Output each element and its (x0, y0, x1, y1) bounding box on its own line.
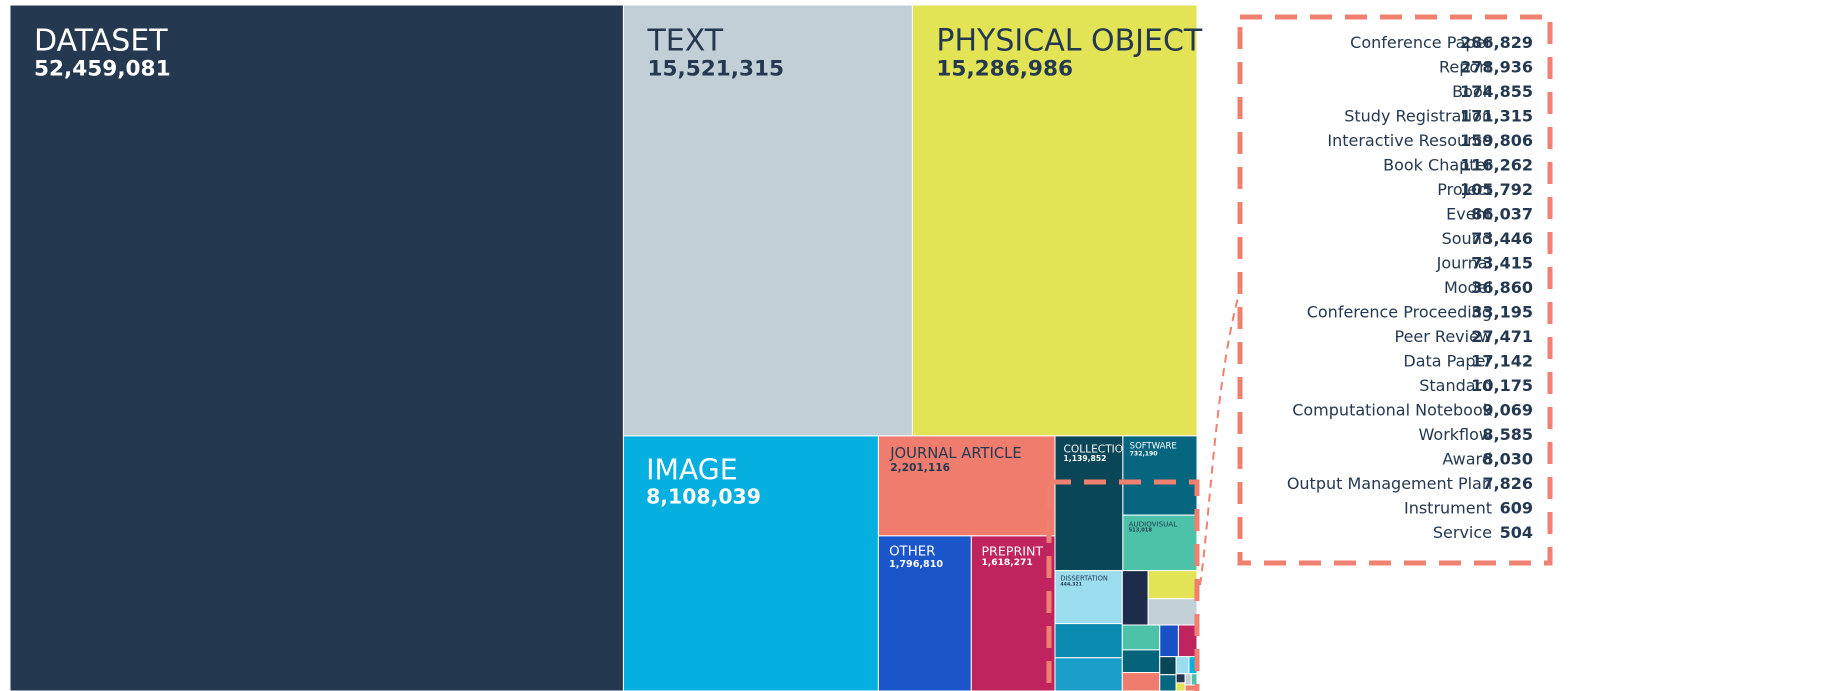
treemap-cell (1122, 514, 1198, 572)
treemap-cell (1147, 570, 1198, 600)
cell-label: COLLECTION (1064, 442, 1132, 455)
legend-label: Project (1437, 180, 1492, 199)
treemap-cell (1175, 673, 1186, 684)
legend-value: 286,829 (1460, 33, 1533, 52)
cell-value: 15,286,986 (936, 57, 1073, 82)
legend-value: 278,936 (1460, 58, 1533, 77)
cell-value: 2,201,116 (890, 461, 950, 474)
legend-label: Journal (1436, 254, 1492, 273)
legend-value: 17,142 (1471, 352, 1533, 371)
treemap-cell (622, 435, 879, 691)
treemap-cell (1054, 657, 1123, 691)
legend-label: Model (1444, 278, 1492, 297)
treemap-cell (1159, 624, 1179, 658)
legend-value: 116,262 (1460, 156, 1533, 175)
legend-label: Conference Proceeding (1307, 303, 1492, 322)
legend-label: Book (1452, 82, 1493, 101)
cell-label: SOFTWARE (1130, 441, 1177, 451)
treemap-cell (622, 4, 913, 437)
cell-label: OTHER (889, 544, 935, 559)
treemap-cell (1159, 656, 1177, 676)
legend-label: Workflow (1419, 425, 1492, 444)
treemap-cell (1175, 682, 1186, 691)
legend-value: 174,855 (1460, 82, 1533, 101)
legend-value: 8,585 (1482, 425, 1533, 444)
treemap-cell (1190, 673, 1198, 686)
cell-label: PREPRINT (981, 544, 1043, 559)
treemap-cell (1122, 435, 1198, 516)
cell-value: 513,018 (1129, 528, 1153, 534)
legend: Conference Paper286,829 Report278,936 Book… (1287, 33, 1533, 542)
legend-value: 33,195 (1471, 303, 1533, 322)
callout-line (1199, 289, 1241, 586)
treemap-cell (1121, 672, 1161, 691)
legend-value: 7,826 (1482, 474, 1533, 493)
legend-value: 9,069 (1482, 401, 1533, 420)
legend-label: Award (1442, 450, 1492, 469)
cell-value: 1,139,852 (1064, 454, 1107, 463)
legend-value: 27,471 (1471, 327, 1533, 346)
treemap-cell (1184, 673, 1192, 686)
cell-value: 52,459,081 (34, 57, 171, 82)
legend-label: Data Paper (1403, 352, 1492, 371)
cell-label: JOURNAL ARTICLE (889, 445, 1022, 462)
legend-label: Report (1439, 58, 1492, 77)
legend-label: Computational Notebook (1292, 401, 1493, 420)
legend-label: Service (1433, 523, 1492, 542)
treemap-cell (1121, 624, 1161, 651)
treemap-cell (1121, 649, 1161, 674)
cell-label: DISSERTATION (1060, 575, 1108, 583)
legend-label: Event (1446, 205, 1492, 224)
cell-value: 444,321 (1060, 581, 1082, 587)
legend-label: Sound (1442, 229, 1492, 248)
treemap-cell (1177, 624, 1198, 658)
treemap-cell (1147, 598, 1198, 626)
legend-value: 86,037 (1471, 205, 1533, 224)
cell-label: AUDIOVISUAL (1129, 519, 1178, 528)
treemap-cell (1054, 623, 1123, 659)
treemap-cell (1184, 684, 1197, 691)
cell-label: PHYSICAL OBJECT (936, 24, 1203, 59)
legend-label: Standard (1419, 376, 1492, 395)
legend-label: Instrument (1404, 499, 1492, 518)
treemap-cell (877, 435, 1056, 537)
legend-value: 8,030 (1482, 450, 1533, 469)
legend-value: 10,175 (1471, 376, 1533, 395)
legend-value: 105,792 (1460, 180, 1533, 199)
legend-value: 504 (1500, 523, 1533, 542)
treemap-cell (877, 535, 972, 691)
treemap-cell (1159, 674, 1177, 691)
cell-label: TEXT (646, 24, 723, 59)
cell-value: 1,796,810 (889, 559, 943, 570)
treemap-cell (1054, 435, 1124, 572)
cell-value: 15,521,315 (647, 57, 784, 82)
legend-value: 73,446 (1471, 229, 1533, 248)
legend-value: 73,415 (1471, 254, 1533, 273)
treemap-cell (9, 4, 624, 691)
cell-label: IMAGE (646, 453, 738, 486)
legend-label: Peer Review (1394, 327, 1492, 346)
legend-label: Conference Paper (1350, 33, 1492, 52)
treemap-cell (911, 4, 1198, 437)
treemap-cell (1121, 570, 1149, 626)
treemap-cell (970, 535, 1056, 691)
highlight-frame (1046, 479, 1200, 691)
cell-value: 732,190 (1130, 451, 1158, 458)
legend-value: 36,860 (1471, 278, 1533, 297)
legend-label: Interactive Resource (1327, 131, 1492, 150)
cell-value: 1,618,271 (981, 558, 1032, 568)
treemap-cell (1175, 656, 1190, 675)
legend-value: 609 (1500, 499, 1533, 518)
legend-label: Book Chapter (1383, 156, 1492, 175)
cell-value: 8,108,039 (646, 485, 761, 509)
cell-label: DATASET (34, 24, 168, 59)
legend-value: 171,315 (1460, 107, 1533, 126)
legend-label: Output Management Plan (1287, 474, 1492, 493)
legend-label: Study Registration (1344, 107, 1492, 126)
legend-value: 159,806 (1460, 131, 1533, 150)
